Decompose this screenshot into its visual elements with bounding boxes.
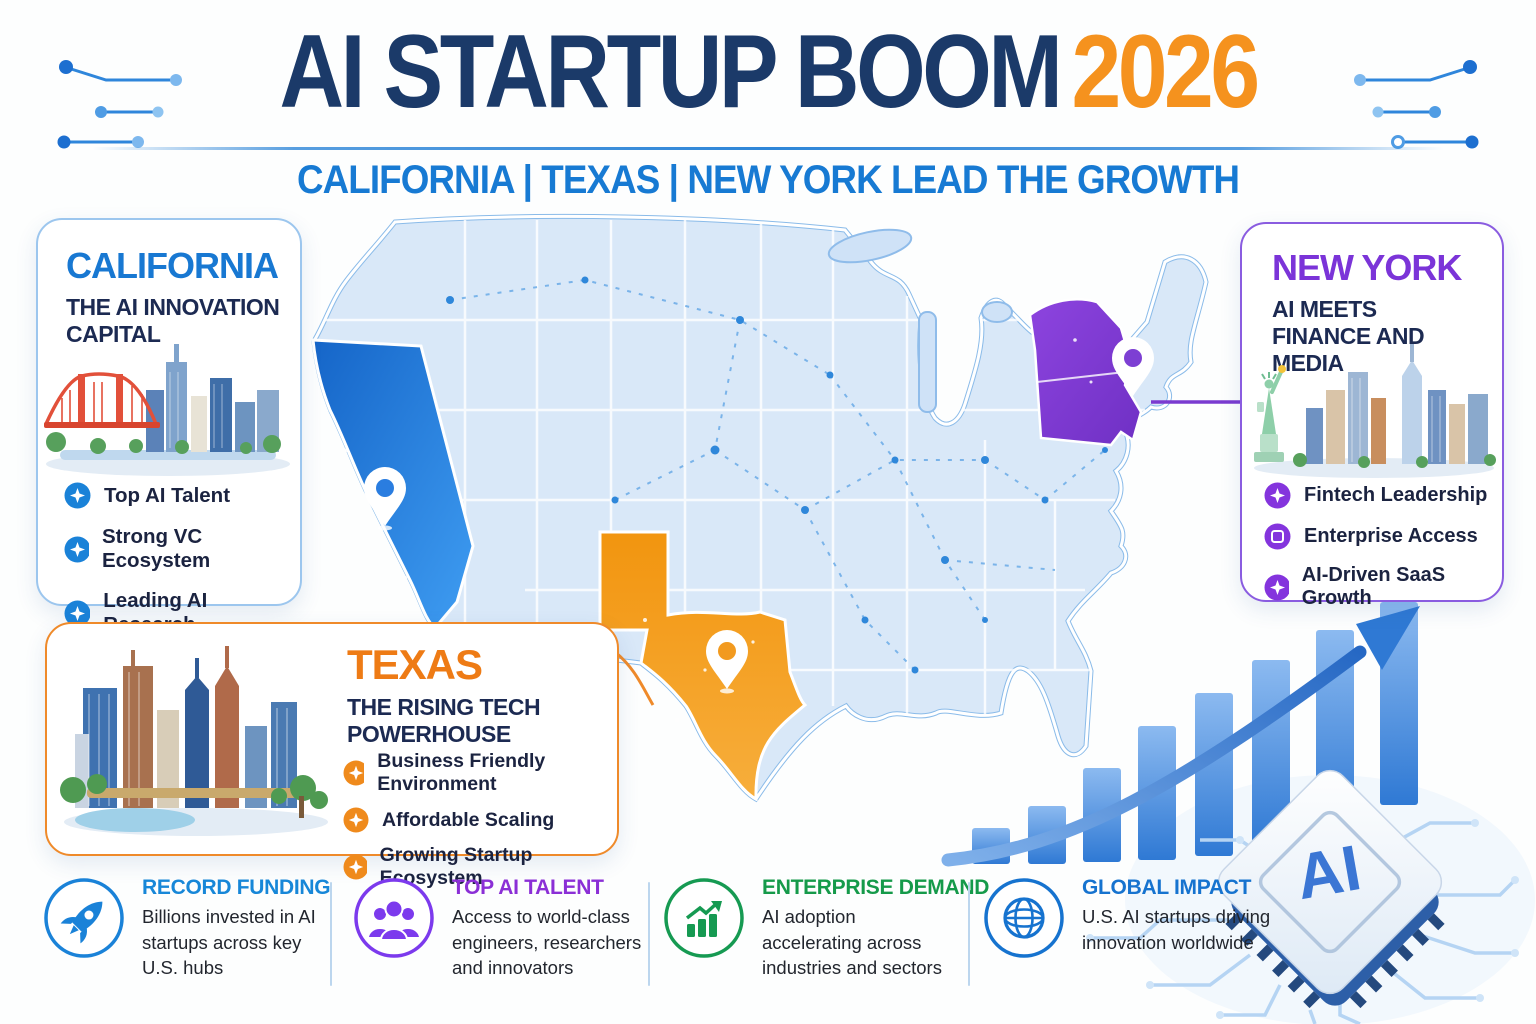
stat-global-impact: GLOBAL IMPACT U.S. AI startups driving i… (982, 876, 1277, 960)
subtitle-text: CALIFORNIA | TEXAS | NEW YORK LEAD THE G… (296, 158, 1240, 202)
star-badge-icon (1264, 482, 1291, 509)
chip-label: AI (1290, 831, 1366, 913)
title-text: AI STARTUP BOOM (279, 14, 1062, 130)
growth-chart: AI (941, 602, 1535, 1024)
texas-bullet-1: Business Friendly Environment (343, 750, 617, 796)
california-card-title: CALIFORNIA (66, 245, 279, 286)
title-divider (92, 147, 1444, 150)
stat-title: RECORD FUNDING (142, 876, 331, 899)
star-badge-icon (64, 536, 89, 562)
new-york-bullet-3: AI-Driven SaaS Growth (1264, 564, 1502, 610)
texas-card: TEXAS THE RISING TECH POWERHOUSE Busines… (45, 622, 619, 889)
page-title: AI STARTUP BOOM 2026 (0, 17, 1536, 127)
network-dots (446, 276, 1108, 674)
trend-arrow (941, 645, 1367, 867)
square-badge-icon (1264, 523, 1291, 550)
title-year: 2026 (1071, 14, 1260, 130)
new-york-card-title: NEW YORK (1272, 247, 1462, 288)
new-york-card: NEW YORK AI MEETS FINANCE AND MEDIA (1240, 222, 1504, 609)
circuit-decoration-right (1354, 60, 1479, 149)
star-badge-icon (343, 760, 365, 786)
texas-bullet-2: Affordable Scaling (343, 807, 617, 833)
star-badge-icon (1264, 574, 1289, 600)
pin-california (364, 467, 406, 531)
texas-card-connector (614, 650, 655, 706)
texas-card-tagline: THE RISING TECH POWERHOUSE (347, 694, 541, 748)
stat-title: GLOBAL IMPACT (1082, 876, 1252, 899)
subtitle: CALIFORNIA | TEXAS | NEW YORK LEAD THE G… (0, 158, 1536, 203)
us-map (311, 213, 1243, 803)
chip-trace-nodes (1086, 819, 1519, 1019)
new-york-bullet-1: Fintech Leadership (1264, 482, 1502, 509)
pin-new-york (1112, 337, 1154, 396)
new-york-bullet-2: Enterprise Access (1264, 523, 1502, 550)
great-lakes (827, 228, 1113, 413)
trend-arrow-head (1356, 606, 1420, 670)
stats-divider (648, 882, 650, 986)
stat-title: ENTERPRISE DEMAND (762, 876, 990, 899)
state-texas (598, 530, 808, 802)
stat-description: AI adoption accelerating across industri… (762, 906, 942, 979)
star-badge-icon (64, 600, 91, 626)
texas-bullet-3: Growing Startup Ecosystem (343, 844, 617, 890)
statue-of-liberty (1254, 365, 1286, 462)
california-bullet-1: Top AI Talent (64, 482, 300, 509)
ai-chip: AI (1217, 769, 1445, 1009)
stat-description: Access to world-class engineers, researc… (452, 906, 642, 979)
stat-title: TOP AI TALENT (452, 876, 604, 899)
stat-description: U.S. AI startups driving innovation worl… (1082, 906, 1271, 953)
sparkles (345, 338, 1093, 723)
circuit-decoration-left (57, 60, 182, 149)
star-badge-icon (343, 807, 369, 833)
stat-top-ai-talent: TOP AI TALENT Access to world-class engi… (352, 876, 647, 981)
california-card-tagline: THE AI INNOVATION CAPITAL (66, 294, 280, 348)
stat-record-funding: RECORD FUNDING Billions invested in AI s… (42, 876, 337, 981)
stats-divider (330, 882, 332, 986)
star-badge-icon (343, 854, 367, 880)
star-badge-icon (64, 482, 91, 509)
california-card: CALIFORNIA THE AI INNOVATION CAPITAL (36, 218, 302, 636)
people-icon (354, 878, 434, 958)
stat-enterprise-demand: ENTERPRISE DEMAND AI adoption accelerati… (662, 876, 989, 981)
new-york-skyline-illustration (1254, 344, 1496, 478)
california-bullet-2: Strong VC Ecosystem (64, 525, 300, 573)
growth-arrow-icon (664, 878, 744, 958)
state-new-york (1028, 298, 1143, 447)
stats-divider (968, 882, 970, 986)
rocket-icon (44, 878, 124, 958)
golden-gate-bridge (44, 372, 160, 428)
globe-icon (984, 878, 1064, 958)
california-skyline-illustration (44, 344, 290, 476)
pin-texas (706, 630, 748, 694)
texas-skyline-illustration (60, 646, 328, 836)
texas-card-title: TEXAS (347, 641, 483, 688)
stat-description: Billions invested in AI startups across … (142, 906, 316, 979)
